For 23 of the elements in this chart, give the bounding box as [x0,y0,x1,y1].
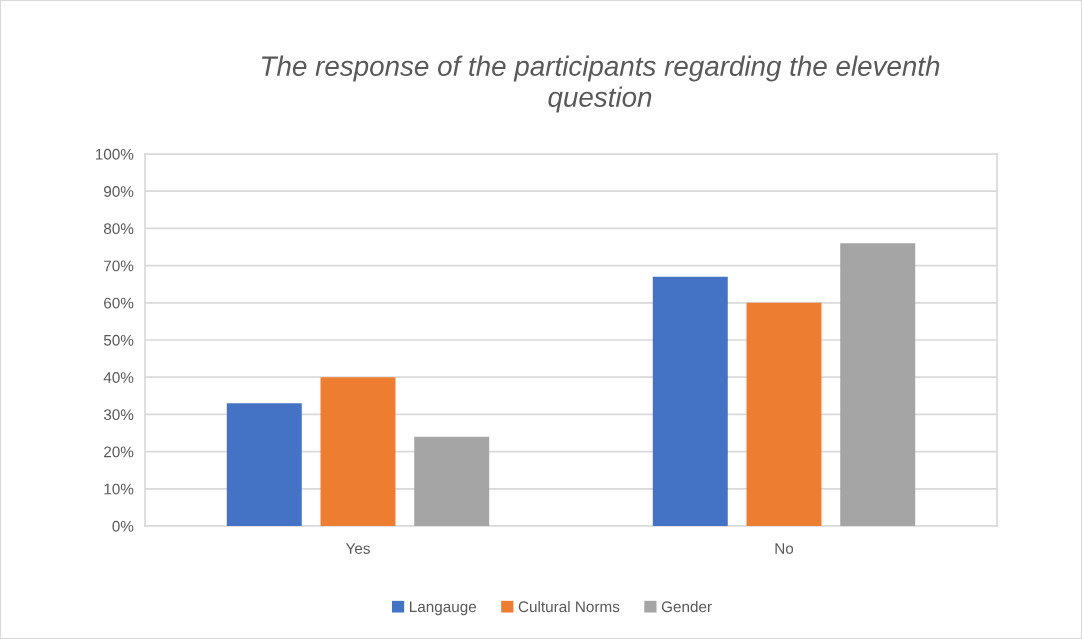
y-tick-label: 40% [103,372,134,383]
bar [320,377,396,526]
bar [652,276,728,526]
bar [414,436,490,526]
y-tick-label: 30% [103,409,134,421]
chart-title: The response of the participants regarding the eleventh question [262,55,940,113]
x-tick-label: No [775,543,794,554]
y-tick-label: 100% [95,148,134,160]
y-tick-label: 20% [104,446,134,458]
bar [746,302,822,526]
x-tick-label: Yes [345,543,370,554]
y-tick-label: 10% [104,483,134,495]
y-tick-label: 90% [104,186,134,197]
bar [226,403,302,526]
bar [840,243,916,526]
y-tick-label: 0% [112,520,134,532]
legend-label: Langauge [410,601,477,616]
y-tick-label: 80% [103,223,134,235]
y-tick-label: 70% [104,260,134,272]
y-tick-label: 60% [104,297,134,309]
legend-label: Cultural Norms [518,600,620,613]
y-tick-label: 50% [103,334,134,346]
legend-label: Gender [661,600,712,613]
